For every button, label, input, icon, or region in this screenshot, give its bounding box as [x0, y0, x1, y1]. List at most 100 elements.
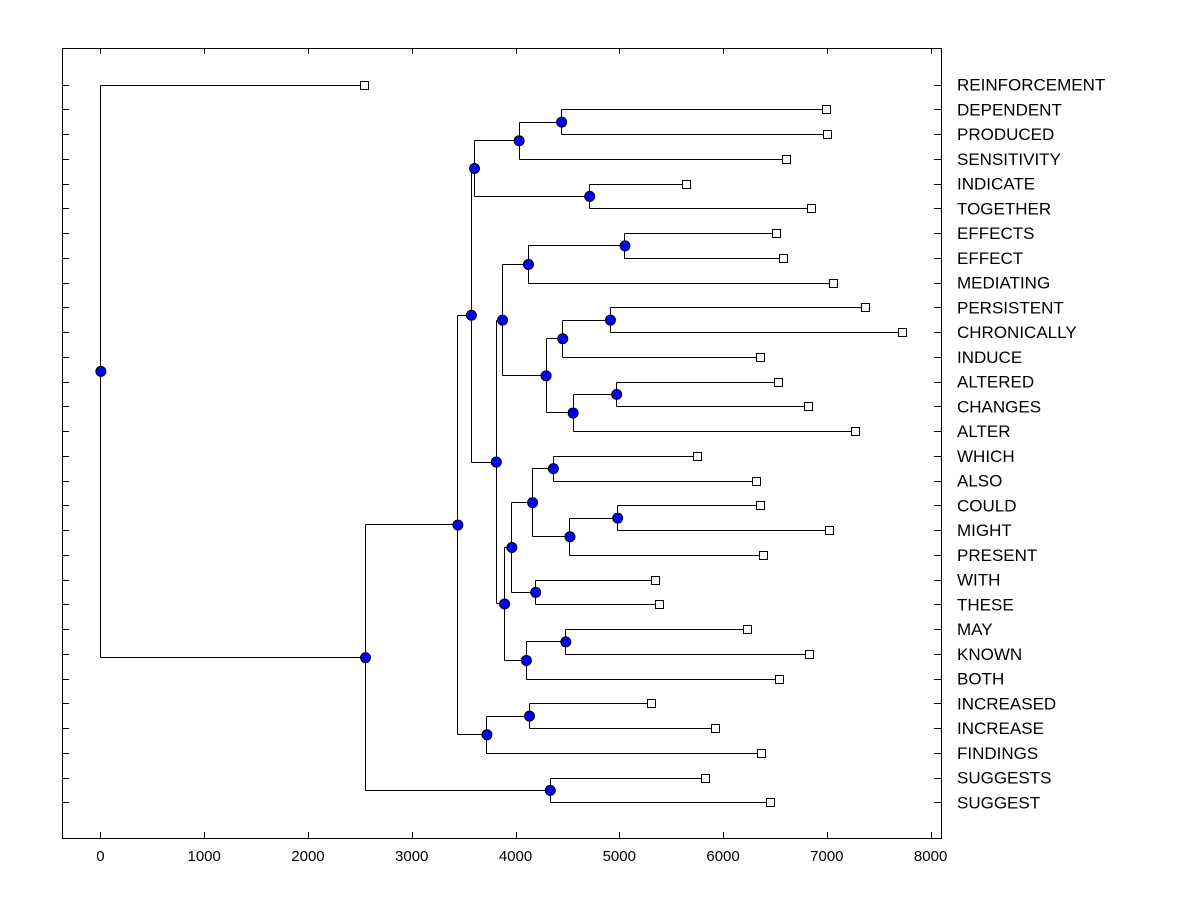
x-tick-label-4000: 4000	[499, 848, 532, 865]
leaf-marker-sensitivity	[782, 155, 791, 164]
leaf-marker-increased	[647, 699, 656, 708]
merge-node-n8	[557, 333, 569, 345]
leaf-label-effects: EFFECTS	[957, 224, 1034, 243]
merge-node-n17	[530, 586, 542, 598]
leaf-marker-also	[752, 477, 761, 486]
leaf-marker-present	[759, 551, 768, 560]
leaf-label-persistent: PERSISTENT	[957, 298, 1064, 317]
merge-node-n2	[513, 135, 525, 147]
plot-frame	[62, 48, 942, 839]
leaf-label-suggest: SUGGEST	[957, 793, 1040, 812]
leaf-label-induce: INDUCE	[957, 348, 1022, 367]
leaf-label-increase: INCREASE	[957, 719, 1044, 738]
leaf-label-might: MIGHT	[957, 521, 1012, 540]
merge-node-n27	[544, 784, 556, 796]
leaf-label-both: BOTH	[957, 670, 1004, 689]
merge-node-n4	[468, 163, 480, 175]
merge-node-n25	[481, 729, 493, 741]
merge-node-n3	[584, 190, 596, 202]
merge-node-n12	[497, 314, 509, 326]
leaf-marker-effect	[779, 254, 788, 263]
merge-node-n11	[540, 370, 552, 382]
merge-node-n15	[564, 531, 576, 543]
merge-node-markers	[95, 116, 631, 796]
leaf-marker-may	[743, 625, 752, 634]
leaf-marker-induce	[756, 353, 765, 362]
leaf-label-together: TOGETHER	[957, 199, 1051, 218]
x-tick-label-6000: 6000	[706, 848, 739, 865]
leaf-label-may: MAY	[957, 620, 993, 639]
leaf-marker-effects	[772, 229, 781, 238]
merge-node-n19	[560, 636, 572, 648]
leaf-label-mediating: MEDIATING	[957, 274, 1050, 293]
leaf-label-increased: INCREASED	[957, 694, 1056, 713]
merge-node-n21	[499, 598, 511, 610]
leaf-label-present: PRESENT	[957, 546, 1037, 565]
merge-node-n26	[452, 519, 464, 531]
leaf-marker-together	[807, 204, 816, 213]
merge-node-n18	[506, 542, 518, 554]
leaf-label-alter: ALTER	[957, 422, 1011, 441]
leaf-label-reinforcement: REINFORCEMENT	[957, 76, 1105, 95]
merge-node-n20	[520, 654, 532, 666]
leaf-label-chronically: CHRONICALLY	[957, 323, 1077, 342]
x-tick-label-3000: 3000	[395, 848, 428, 865]
x-tick-label-7000: 7000	[810, 848, 843, 865]
leaf-marker-these	[655, 600, 664, 609]
merge-node-n16	[527, 497, 539, 509]
x-axis-tick-labels: 0 1000 2000 3000 4000 5000 6000 7000 8000	[96, 848, 947, 865]
leaf-labels: REINFORCEMENT DEPENDENT PRODUCED SENSITIVIT…	[957, 76, 1105, 813]
merge-node-n1	[556, 116, 568, 128]
leaf-label-sensitivity: SENSITIVITY	[957, 150, 1061, 169]
leaf-marker-both	[775, 675, 784, 684]
leaf-label-could: COULD	[957, 496, 1017, 515]
merge-node-n29	[95, 365, 107, 377]
leaf-label-with: WITH	[957, 571, 1000, 590]
leaf-marker-persistent	[861, 303, 870, 312]
leaf-label-known: KNOWN	[957, 645, 1022, 664]
merge-node-n7	[604, 314, 616, 326]
leaf-label-findings: FINDINGS	[957, 744, 1038, 763]
merge-node-n28	[360, 652, 372, 664]
x-tick-label-2000: 2000	[291, 848, 324, 865]
leaf-label-changes: CHANGES	[957, 397, 1041, 416]
x-tick-label-8000: 8000	[914, 848, 947, 865]
leaf-label-which: WHICH	[957, 447, 1015, 466]
leaf-marker-suggests	[701, 774, 710, 783]
merge-node-n23	[465, 309, 477, 321]
leaf-label-these: THESE	[957, 595, 1014, 614]
leaf-label-suggests: SUGGESTS	[957, 769, 1051, 788]
leaf-label-produced: PRODUCED	[957, 125, 1054, 144]
leaf-label-effect: EFFECT	[957, 249, 1023, 268]
leaf-marker-might	[825, 526, 834, 535]
leaf-label-indicate: INDICATE	[957, 175, 1035, 194]
leaf-marker-known	[805, 650, 814, 659]
merge-node-n5	[619, 240, 631, 252]
leaf-marker-reinforcement	[360, 81, 369, 90]
leaf-marker-alter	[851, 427, 860, 436]
merge-node-n14	[612, 512, 624, 524]
leaf-marker-could	[756, 501, 765, 510]
leaf-marker-mediating	[829, 279, 838, 288]
dendrogram-links	[100, 85, 903, 803]
leaf-marker-chronically	[898, 328, 907, 337]
x-tick-label-0: 0	[96, 848, 104, 865]
x-tick-label-1000: 1000	[187, 848, 220, 865]
leaf-marker-altered	[774, 378, 783, 387]
merge-node-n24	[524, 710, 536, 722]
leaf-marker-changes	[804, 402, 813, 411]
leaf-marker-indicate	[682, 180, 691, 189]
merge-node-n10	[567, 407, 579, 419]
merge-node-n6	[522, 258, 534, 270]
merge-node-n22	[490, 456, 502, 468]
merge-node-n9	[611, 388, 623, 400]
leaf-marker-which	[693, 452, 702, 461]
leaf-marker-findings	[757, 749, 766, 758]
merge-node-n13	[547, 463, 559, 475]
leaf-label-also: ALSO	[957, 472, 1002, 491]
leaf-label-altered: ALTERED	[957, 373, 1034, 392]
leaf-marker-suggest	[766, 798, 775, 807]
leaf-marker-increase	[711, 724, 720, 733]
leaf-marker-with	[651, 576, 660, 585]
